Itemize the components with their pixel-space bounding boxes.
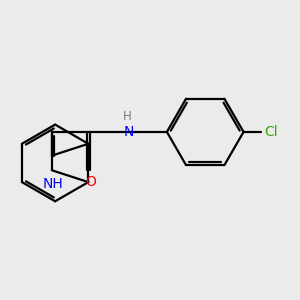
Text: O: O — [85, 175, 96, 189]
Text: Cl: Cl — [264, 125, 278, 139]
Text: NH: NH — [42, 177, 63, 191]
Text: N: N — [123, 124, 134, 139]
Text: H: H — [123, 110, 132, 124]
